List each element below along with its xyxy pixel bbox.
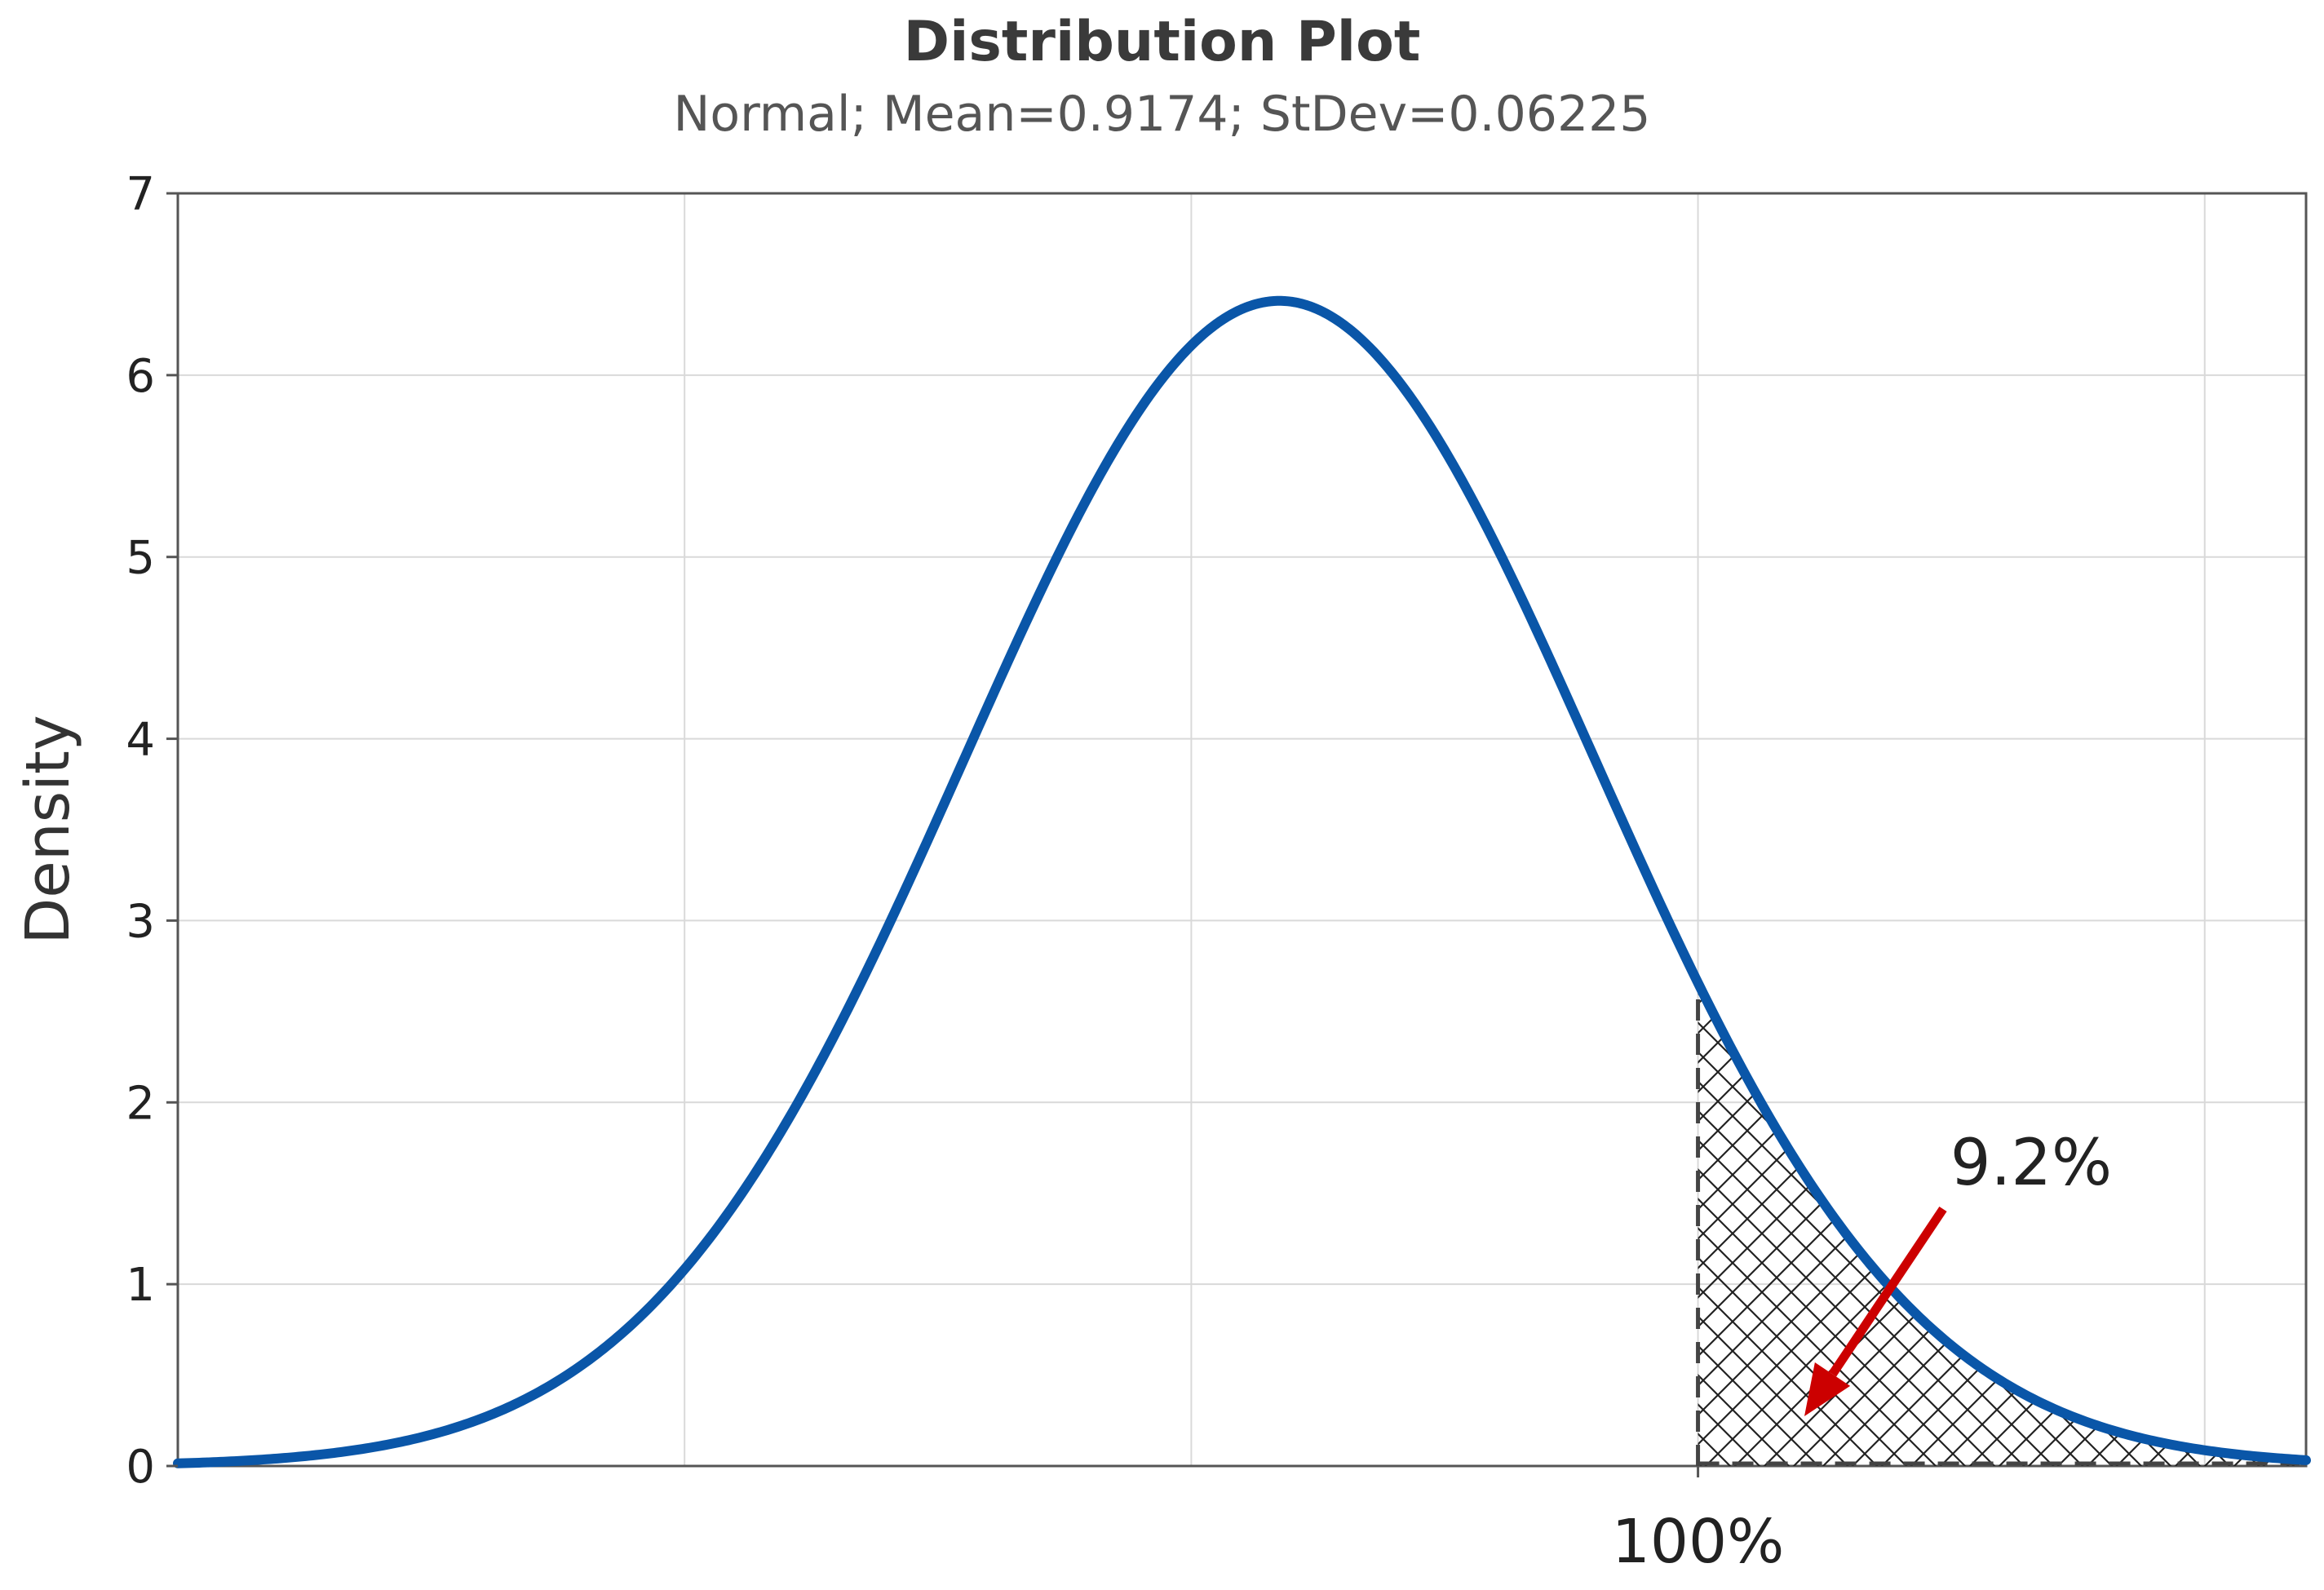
- y-tick-label: 4: [126, 714, 155, 767]
- annotation-arrow: [1828, 1206, 1947, 1377]
- x-tick-label: 100%: [1612, 1507, 1785, 1577]
- x-axis-ticks: 100%: [1612, 1466, 1785, 1577]
- shaded-tail-region: [1698, 982, 2306, 1466]
- y-tick-label: 1: [126, 1259, 155, 1312]
- y-tick-label: 3: [126, 895, 155, 948]
- y-axis-label: Density: [13, 715, 83, 944]
- y-tick-label: 7: [126, 168, 155, 221]
- chart-subtitle: Normal; Mean=0.9174; StDev=0.06225: [673, 86, 1651, 143]
- chart-title: Distribution Plot: [903, 10, 1421, 74]
- y-tick-label: 5: [126, 532, 155, 585]
- y-axis-ticks: 0 1 2 3 4 5 6 7: [126, 168, 178, 1494]
- y-tick-label: 2: [126, 1077, 155, 1130]
- annotation-arrowhead: [1804, 1362, 1851, 1416]
- grid: [177, 193, 2306, 1466]
- density-curve: [173, 295, 2311, 1468]
- annotation-label: 9.2%: [1950, 1127, 2112, 1200]
- y-tick-label: 6: [126, 350, 155, 403]
- y-tick-label: 0: [126, 1441, 155, 1494]
- plot-frame: [176, 192, 2308, 1468]
